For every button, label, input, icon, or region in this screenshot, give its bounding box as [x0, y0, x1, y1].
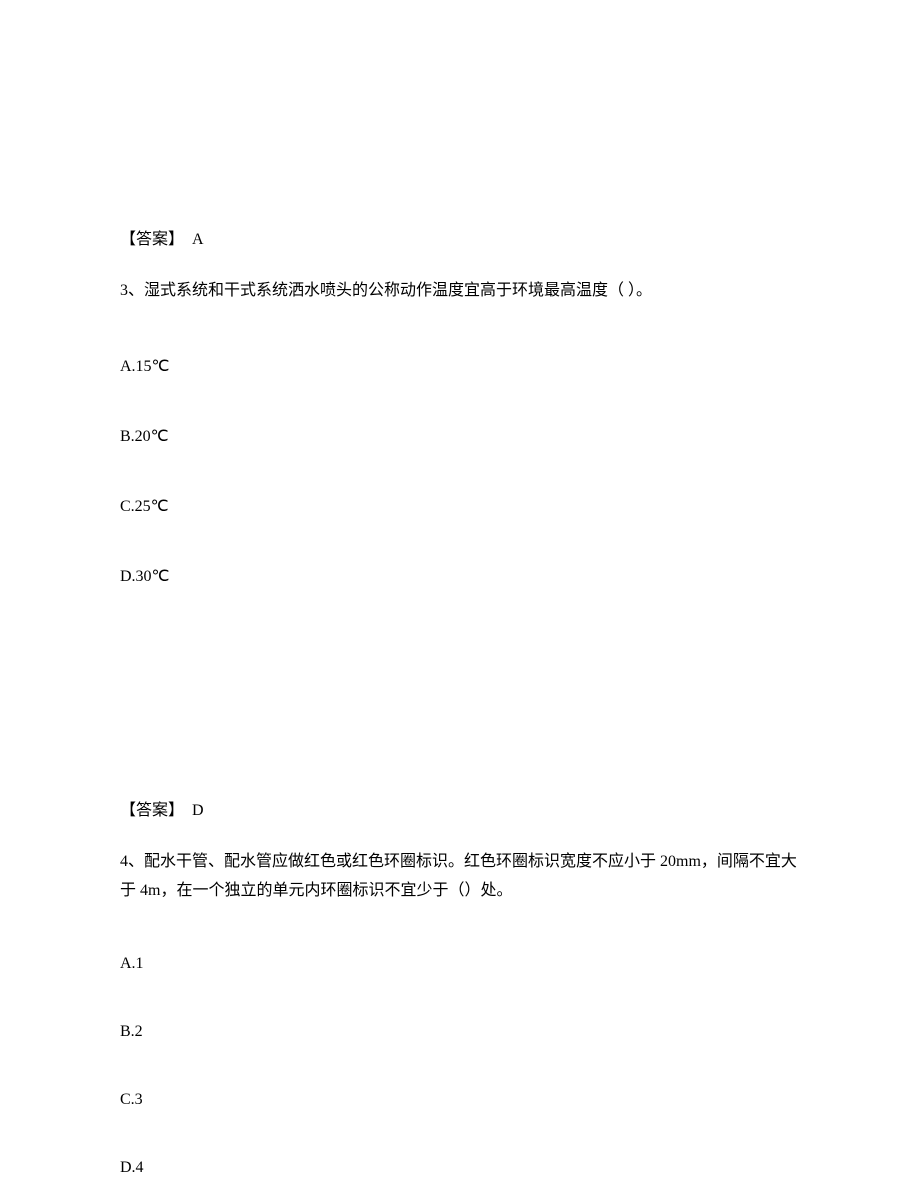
spacing-gap-1 [120, 636, 800, 796]
q4-option-d: D.4 [120, 1159, 800, 1177]
q4-text: 配水干管、配水管应做红色或红色环圈标识。红色环圈标识宽度不应小于 20mm，间隔… [120, 853, 797, 899]
q3-question: 3、湿式系统和干式系统洒水喷头的公称动作温度宜高于环境最高温度（ ）。 [120, 277, 800, 306]
q4-option-a: A.1 [120, 955, 800, 973]
q3-answer-value: D [192, 802, 204, 819]
q4-number: 4、 [120, 853, 144, 870]
q3-answer-label: 【答案】 [120, 802, 184, 819]
q3-option-d: D.30℃ [120, 566, 800, 586]
q3-answer-line: 【答案】 D [120, 796, 800, 820]
q2-answer-line: 【答案】 A [120, 225, 800, 249]
q3-option-b: B.20℃ [120, 426, 800, 446]
q3-text: 湿式系统和干式系统洒水喷头的公称动作温度宜高于环境最高温度（ ）。 [144, 282, 652, 299]
q4-question: 4、配水干管、配水管应做红色或红色环圈标识。红色环圈标识宽度不应小于 20mm，… [120, 848, 800, 906]
q3-option-c: C.25℃ [120, 496, 800, 516]
q2-answer-label: 【答案】 [120, 231, 184, 248]
q2-answer-value: A [192, 231, 204, 248]
q4-option-b: B.2 [120, 1023, 800, 1041]
q3-number: 3、 [120, 282, 144, 299]
q4-option-c: C.3 [120, 1091, 800, 1109]
q3-option-a: A.15℃ [120, 356, 800, 376]
document-content: 【答案】 A 3、湿式系统和干式系统洒水喷头的公称动作温度宜高于环境最高温度（ … [0, 0, 920, 1177]
